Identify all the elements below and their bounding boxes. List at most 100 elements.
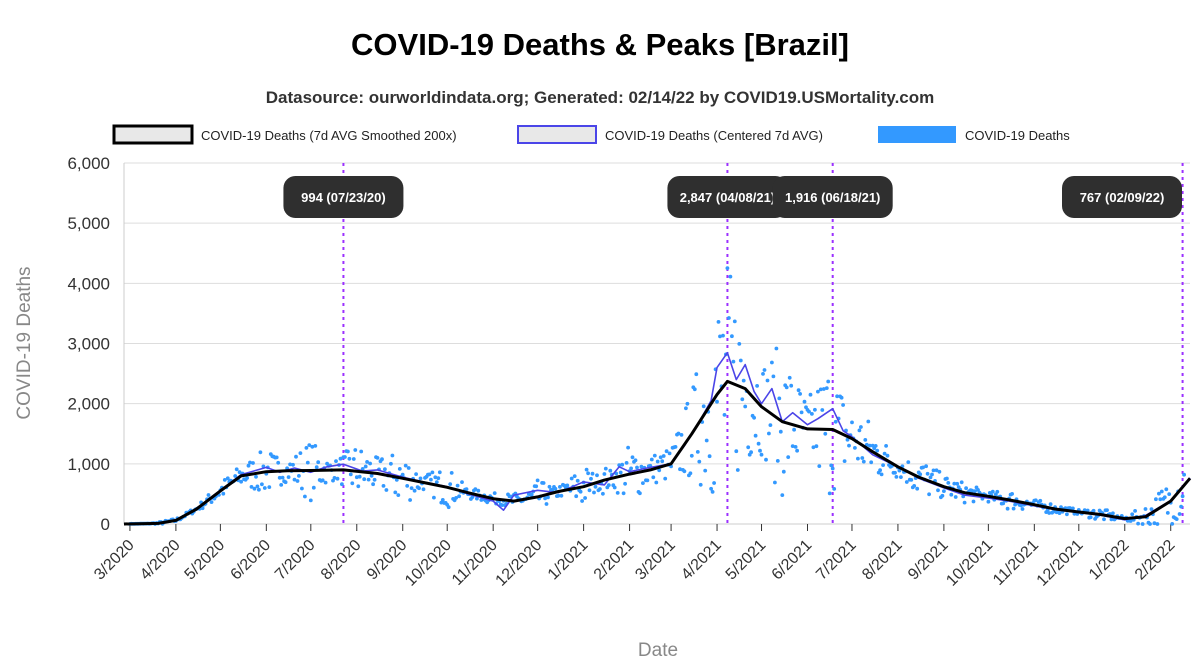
deaths-point (320, 478, 325, 483)
deaths-point (857, 428, 862, 433)
deaths-point (641, 481, 645, 485)
deaths-point (807, 409, 811, 414)
deaths-point (262, 486, 267, 490)
deaths-point (544, 502, 549, 506)
deaths-point (921, 465, 925, 470)
deaths-point (664, 449, 669, 454)
deaths-point (418, 476, 423, 481)
legend-item-centered[interactable]: COVID-19 Deaths (Centered 7d AVG) (517, 125, 823, 144)
deaths-point (1177, 512, 1182, 516)
deaths-point (464, 487, 469, 492)
deaths-point (753, 433, 758, 438)
deaths-point (1065, 512, 1069, 517)
deaths-point (383, 467, 387, 472)
deaths-point (380, 457, 384, 462)
deaths-point (703, 468, 708, 473)
deaths-point (354, 475, 359, 480)
deaths-point (357, 474, 362, 479)
deaths-point (366, 477, 371, 482)
deaths-point (546, 495, 550, 500)
deaths-point (1051, 509, 1056, 514)
deaths-point (403, 463, 408, 468)
legend-label-deaths: COVID-19 Deaths (965, 128, 1070, 143)
deaths-point (460, 480, 464, 484)
deaths-point (773, 480, 777, 485)
deaths-point (323, 480, 328, 485)
deaths-point (906, 460, 911, 464)
deaths-point (303, 494, 307, 499)
deaths-point (396, 493, 401, 497)
deaths-point (777, 396, 782, 401)
deaths-point (832, 487, 837, 491)
peak-label-box (772, 176, 893, 218)
deaths-point (257, 487, 261, 492)
deaths-point (953, 495, 958, 499)
deaths-point (835, 394, 839, 399)
deaths-point (1048, 502, 1053, 507)
deaths-point (535, 478, 540, 483)
deaths-point (1111, 511, 1115, 516)
deaths-point (624, 461, 629, 465)
deaths-point (881, 463, 885, 467)
deaths-point (746, 445, 751, 450)
deaths-point (738, 358, 743, 363)
deaths-point (239, 479, 244, 484)
deaths-point (866, 419, 871, 424)
deaths-point (1130, 512, 1135, 517)
deaths-point (638, 491, 642, 496)
deaths-point (541, 481, 546, 485)
deaths-point (688, 471, 693, 476)
deaths-point (593, 484, 598, 489)
deaths-point (731, 359, 736, 364)
legend-item-deaths[interactable]: COVID-19 Deaths (878, 126, 1070, 143)
deaths-point (297, 474, 301, 478)
deaths-point (586, 471, 590, 476)
deaths-point (790, 444, 795, 448)
deaths-point (397, 467, 402, 471)
deaths-point (741, 378, 746, 383)
deaths-point (824, 386, 829, 390)
deaths-point (728, 274, 733, 279)
deaths-point (569, 476, 574, 481)
deaths-point (254, 474, 258, 479)
peak-label-text: 994 (07/23/20) (301, 190, 386, 205)
deaths-point (730, 334, 734, 339)
deaths-point (617, 463, 622, 467)
deaths-point (292, 477, 297, 482)
deaths-point (842, 459, 847, 463)
deaths-point (475, 496, 479, 501)
deaths-point (990, 489, 995, 494)
deaths-point (255, 484, 260, 489)
deaths-point (823, 431, 828, 436)
deaths-point (867, 443, 872, 448)
legend-item-smoothed[interactable]: COVID-19 Deaths (7d AVG Smoothed 200x) (112, 124, 457, 145)
deaths-point (830, 466, 835, 471)
deaths-point (755, 384, 759, 388)
legend-label-centered: COVID-19 Deaths (Centered 7d AVG) (605, 128, 823, 143)
deaths-point (225, 476, 230, 481)
deaths-point (547, 484, 552, 489)
smoothed-avg-line (123, 379, 1192, 526)
deaths-point (833, 419, 838, 424)
deaths-point (971, 499, 976, 504)
deaths-point (608, 468, 613, 473)
deaths-point (761, 372, 765, 376)
deaths-point (454, 496, 458, 500)
deaths-point (209, 500, 214, 504)
deaths-point (260, 482, 264, 487)
deaths-point (529, 492, 534, 497)
deaths-point (925, 471, 930, 476)
deaths-point (1182, 472, 1186, 477)
deaths-point (813, 407, 817, 412)
deaths-point (294, 454, 298, 459)
deaths-point (1033, 498, 1038, 503)
deaths-point (436, 476, 441, 481)
deaths-point (200, 506, 205, 511)
deaths-point (765, 378, 770, 383)
deaths-point (885, 453, 890, 458)
deaths-point (307, 443, 312, 447)
deaths-point (936, 488, 940, 493)
deaths-point (697, 459, 702, 464)
deaths-point (298, 451, 303, 455)
deaths-point (305, 460, 310, 465)
